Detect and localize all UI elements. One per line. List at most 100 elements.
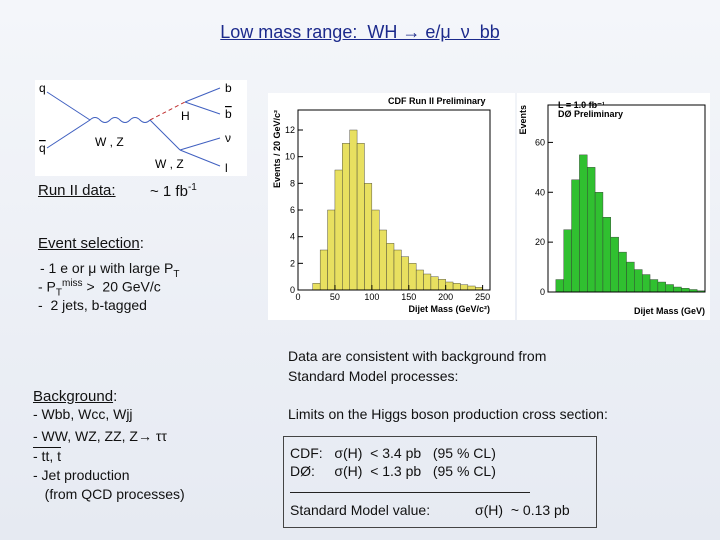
hist-bar [579, 154, 588, 293]
hist-bar [349, 129, 358, 291]
hist-bar [430, 276, 439, 291]
hist-bar [634, 269, 643, 293]
axes-frame [547, 104, 706, 293]
hist-bar [423, 273, 432, 291]
hist-bar [610, 236, 619, 293]
label: W , Z [95, 135, 124, 149]
hist-bar [327, 209, 336, 291]
lumi-sup: -1 [187, 182, 197, 193]
text: - P [38, 278, 56, 295]
bg-line: - Wbb, Wcc, Wjj [33, 406, 133, 422]
hist-bar [618, 251, 627, 293]
hist-bar [452, 283, 461, 291]
hist-bar [386, 243, 395, 291]
y-tick-label: 10 [285, 152, 295, 162]
hist-bar [642, 274, 651, 293]
lumi: ~ 1 fb-1 [150, 182, 197, 200]
label: b [225, 81, 232, 95]
plot-title: CDF Run II Preliminary [388, 96, 486, 106]
hist-bar [364, 183, 373, 291]
note: Data are consistent with background from [288, 348, 547, 364]
hist-bar [342, 143, 350, 291]
bg-line: - tt, t [33, 448, 61, 464]
selection-line: - 1 e or μ with large PT [40, 260, 179, 280]
x-tick-label: 150 [401, 292, 416, 302]
plot-bg [268, 93, 515, 320]
hist-bar [312, 283, 321, 291]
hist-bar [393, 249, 402, 291]
hist-bar [563, 229, 572, 293]
hist-bar [415, 269, 424, 291]
y-tick-label: 4 [290, 232, 295, 242]
text: > 20 GeV/c [82, 278, 161, 295]
label: l [225, 161, 228, 175]
hist-bar [467, 285, 476, 291]
heading: Event selection [38, 235, 140, 252]
colon: : [139, 235, 144, 252]
label: q [39, 141, 46, 155]
hist-bar [319, 249, 328, 291]
diagram-bg [35, 80, 247, 176]
hist-bar [665, 284, 674, 293]
hist-bar [587, 167, 596, 293]
y-label: Events [518, 105, 528, 135]
label: ν [225, 131, 231, 145]
hist-bar [460, 284, 469, 291]
b-line [184, 87, 221, 103]
run-label: Run II data: [38, 182, 116, 199]
quark-line [46, 91, 91, 121]
x-tick-label: 50 [330, 292, 340, 302]
hist-bar [657, 281, 666, 293]
bg-line: - WW, WZ, ZZ, Z→ ττ [33, 428, 167, 444]
background-heading: Background: [33, 388, 117, 405]
sup: miss [62, 278, 83, 289]
limits-box [283, 436, 597, 528]
cdf-limit: CDF: σ(H) < 3.4 pb (95 % CL) [290, 445, 496, 461]
boson-line [149, 119, 181, 151]
quark-line [46, 119, 91, 149]
note: Standard Model processes: [288, 368, 459, 384]
hist-bar [602, 216, 612, 293]
hist-bar [408, 263, 417, 291]
hist-bar [626, 261, 635, 293]
hist-bar [681, 288, 690, 293]
hist-bar [401, 256, 409, 291]
hist-bar [334, 169, 343, 291]
y-label: Events / 20 GeV/c² [272, 110, 282, 188]
selection-heading: Event selection: [38, 235, 144, 252]
y-tick-label: 20 [535, 237, 545, 247]
bg-line: - Jet production [33, 467, 130, 483]
y-tick-label: 0 [290, 285, 295, 295]
d0-limit: DØ: σ(H) < 1.3 pb (95 % CL) [290, 463, 496, 479]
title: Low mass range: WH → e/μ ν bb [220, 22, 500, 42]
y-tick-label: 60 [535, 137, 545, 147]
plot-bg [517, 93, 710, 320]
hist-bar [356, 143, 365, 291]
sub: T [55, 287, 62, 299]
boson-line [89, 117, 151, 123]
heading: Background [33, 388, 114, 405]
x-tick-label: 200 [438, 292, 453, 302]
note: Limits on the Higgs boson production cro… [288, 406, 608, 422]
feynman-diagram: q q W , Z H b b W , Z ν l [35, 80, 247, 176]
y-tick-label: 0 [540, 287, 545, 297]
y-tick-label: 8 [290, 178, 295, 188]
x-tick-label: 250 [475, 292, 490, 302]
hist-bar [673, 286, 682, 293]
sm-label: Standard Model value: [290, 502, 431, 518]
hist-bar [379, 229, 387, 291]
colon: : [113, 388, 118, 405]
y-tick-label: 12 [285, 125, 295, 135]
hist-bar [649, 279, 659, 293]
hist-bar [371, 209, 380, 291]
y-tick-label: 2 [290, 258, 295, 268]
text: - 1 e or μ with large P [40, 260, 174, 276]
label: b [225, 107, 232, 121]
selection-line: - PTmiss > 20 GeV/c [38, 278, 161, 298]
sub: T [173, 268, 180, 280]
hist-bar [445, 281, 454, 291]
y-tick-label: 40 [535, 187, 545, 197]
y-tick-label: 6 [290, 205, 295, 215]
plot-title: DØ Preliminary [558, 109, 623, 119]
